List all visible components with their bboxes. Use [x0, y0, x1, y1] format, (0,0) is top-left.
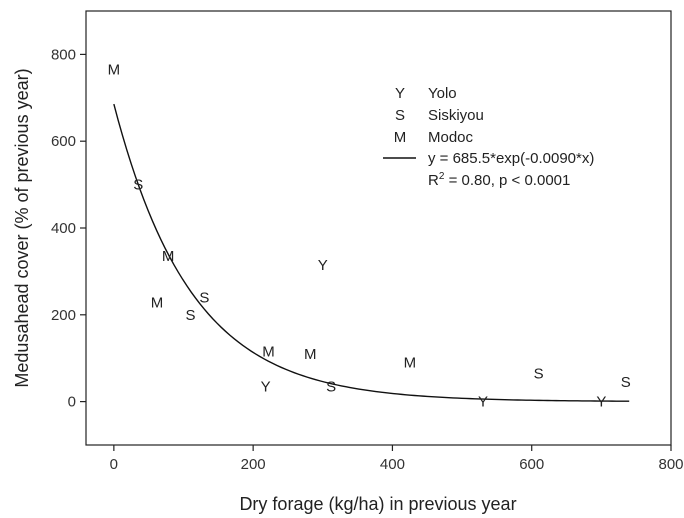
legend-label-yolo: Yolo [428, 85, 457, 102]
y-tick-label: 0 [68, 394, 76, 411]
x-axis-label: Dry forage (kg/ha) in previous year [239, 494, 516, 514]
legend-fit-stats-prefix: R [428, 172, 439, 189]
x-tick-label: 0 [110, 456, 118, 473]
data-point-siskiyou: S [621, 374, 631, 391]
data-point-siskiyou: S [133, 177, 143, 194]
data-point-siskiyou: S [185, 307, 195, 324]
x-tick-label: 800 [658, 456, 683, 473]
fit-curve [113, 103, 630, 402]
legend-marker-modoc: M [394, 129, 407, 146]
legend-fit-equation: y = 685.5*exp(-0.0090*x) [428, 150, 594, 167]
data-point-modoc: M [108, 62, 121, 79]
data-point-modoc: M [162, 248, 175, 265]
x-tick-label: 400 [380, 456, 405, 473]
y-tick-label: 400 [51, 220, 76, 237]
data-point-yolo: Y [261, 378, 271, 395]
x-tick-label: 200 [241, 456, 266, 473]
data-point-modoc: M [262, 344, 275, 361]
legend-marker-siskiyou: S [395, 107, 405, 124]
legend-label-siskiyou: Siskiyou [428, 107, 484, 124]
y-tick-label: 800 [51, 46, 76, 63]
y-axis-label: Medusahead cover (% of previous year) [12, 68, 32, 387]
data-point-siskiyou: S [326, 378, 336, 395]
legend-marker-yolo: Y [395, 85, 405, 102]
y-tick-label: 600 [51, 133, 76, 150]
data-point-modoc: M [404, 355, 417, 372]
data-point-yolo: Y [318, 257, 328, 274]
data-point-yolo: Y [596, 394, 606, 411]
y-tick-label: 200 [51, 307, 76, 324]
axis-ticks: 0 200 400 600 800 0 200 400 600 800 [51, 46, 684, 473]
legend-label-modoc: Modoc [428, 129, 474, 146]
data-point-modoc: M [151, 295, 164, 312]
data-point-siskiyou: S [534, 365, 544, 382]
legend-fit-stats-rest: = 0.80, p < 0.0001 [444, 172, 570, 189]
legend-fit-stats: R2 = 0.80, p < 0.0001 [428, 171, 570, 189]
legend-fit-stats-superscript: 2 [439, 171, 445, 182]
data-point-siskiyou: S [199, 289, 209, 306]
x-tick-label: 600 [519, 456, 544, 473]
plot-area-frame [85, 10, 672, 446]
data-point-modoc: M [304, 346, 317, 363]
data-point-yolo: Y [478, 394, 488, 411]
legend: Y Yolo S Siskiyou M Modoc y = 685.5*exp(… [383, 85, 594, 189]
